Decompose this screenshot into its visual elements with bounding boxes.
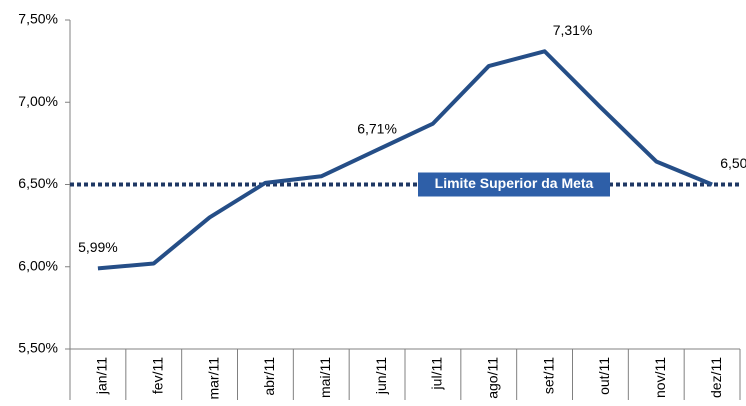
x-tick-label: set/11 (540, 357, 556, 394)
value-label: 6,71% (357, 121, 397, 137)
value-label: 6,50% (720, 155, 746, 171)
x-tick-label: fev/11 (149, 357, 165, 394)
y-tick-label: 6,00% (18, 257, 58, 273)
value-label: 5,99% (78, 239, 118, 255)
line (97, 49, 713, 271)
x-tick-label: mai/11 (317, 357, 333, 398)
x-tick-label: jun/11 (373, 357, 389, 395)
x-tick-label: abr/11 (261, 357, 277, 396)
reference-label: Limite Superior da Meta (435, 175, 594, 191)
x-tick-label: jul/11 (429, 357, 445, 391)
x-tick-label: nov/11 (652, 357, 668, 398)
reference-label-box (418, 172, 610, 197)
y-tick-label: 7,00% (18, 93, 58, 109)
value-label: 7,31% (553, 22, 593, 38)
x-tick-label: ago/11 (484, 357, 500, 399)
x-tick-label: mar/11 (205, 357, 221, 400)
x-tick-label: jan/11 (94, 357, 110, 395)
y-tick-label: 5,50% (18, 340, 58, 356)
y-tick-label: 7,50% (18, 11, 58, 27)
x-tick-label: dez/11 (708, 357, 724, 398)
y-tick-label: 6,50% (18, 175, 58, 191)
x-tick-label: out/11 (596, 357, 612, 395)
